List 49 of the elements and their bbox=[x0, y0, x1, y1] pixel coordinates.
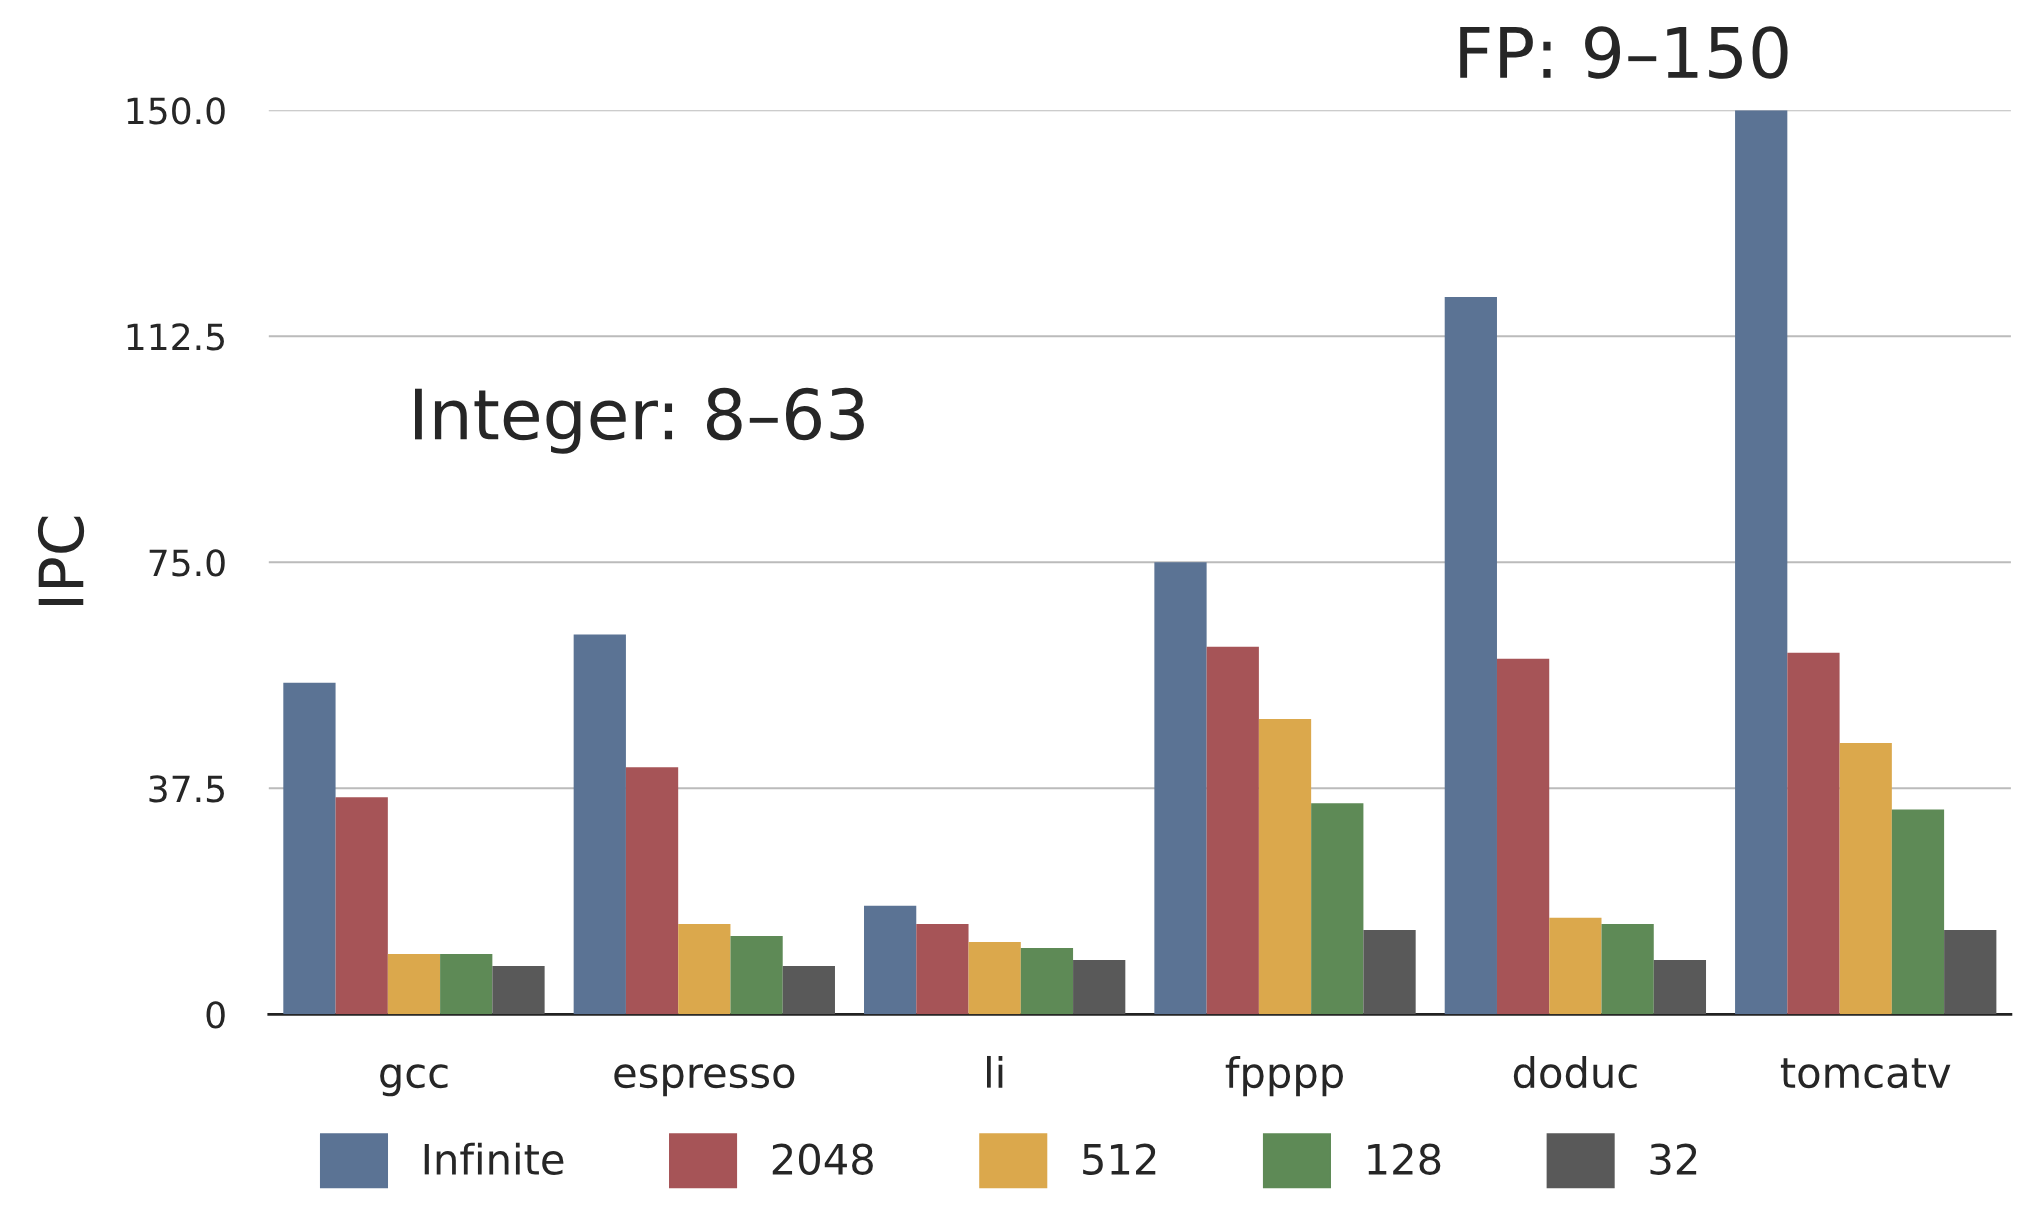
bar bbox=[1363, 929, 1416, 1015]
x-tick-label: gcc bbox=[380, 1064, 448, 1097]
bar bbox=[1839, 743, 1892, 1015]
annotation: Integer: 8–63 bbox=[414, 387, 864, 454]
bar bbox=[1601, 923, 1654, 1015]
bar bbox=[1444, 297, 1497, 1015]
y-axis-title: IPC bbox=[37, 516, 85, 606]
bar bbox=[1653, 960, 1707, 1015]
bar bbox=[387, 954, 441, 1015]
bar bbox=[573, 634, 626, 1015]
bar bbox=[1944, 929, 1997, 1015]
legend-label: 2048 bbox=[772, 1143, 873, 1175]
bar bbox=[864, 905, 917, 1015]
bar bbox=[1154, 562, 1207, 1015]
bar bbox=[968, 941, 1021, 1015]
bar bbox=[492, 966, 545, 1015]
bar bbox=[1311, 803, 1364, 1015]
bar bbox=[678, 923, 731, 1015]
x-tick-label: fpppp bbox=[1225, 1055, 1343, 1097]
legend-label: 32 bbox=[1650, 1143, 1697, 1175]
x-tick-label: tomcatv bbox=[1780, 1058, 1951, 1089]
legend-label: 512 bbox=[1083, 1143, 1156, 1175]
bar bbox=[730, 935, 783, 1015]
bar bbox=[1549, 917, 1602, 1015]
y-tick-label: 0 bbox=[206, 1001, 225, 1029]
bar bbox=[1891, 809, 1945, 1015]
bar bbox=[1496, 658, 1550, 1015]
y-tick-label: 150.0 bbox=[127, 97, 225, 125]
bar bbox=[1206, 646, 1259, 1015]
legend-label: 128 bbox=[1368, 1143, 1441, 1175]
bar bbox=[1020, 948, 1074, 1015]
x-tick-label: espresso bbox=[614, 1064, 795, 1097]
x-tick-label: doduc bbox=[1513, 1055, 1637, 1089]
y-tick-label: 75.0 bbox=[149, 549, 225, 577]
x-tick-label: li bbox=[987, 1055, 1003, 1088]
bar bbox=[625, 767, 679, 1015]
text: FP: 9–150 bbox=[1460, 26, 1788, 79]
bar bbox=[1258, 718, 1312, 1015]
bar bbox=[916, 923, 969, 1015]
y-tick-label: 112.5 bbox=[127, 323, 224, 351]
bar bbox=[782, 966, 835, 1015]
bar bbox=[335, 797, 388, 1015]
bar bbox=[283, 682, 336, 1015]
bar bbox=[1787, 652, 1840, 1015]
bar bbox=[440, 954, 493, 1015]
y-tick-label: 37.5 bbox=[149, 775, 224, 803]
legend-label: Infinite bbox=[424, 1142, 564, 1175]
bar bbox=[1735, 110, 1788, 1015]
bar bbox=[1073, 960, 1126, 1015]
